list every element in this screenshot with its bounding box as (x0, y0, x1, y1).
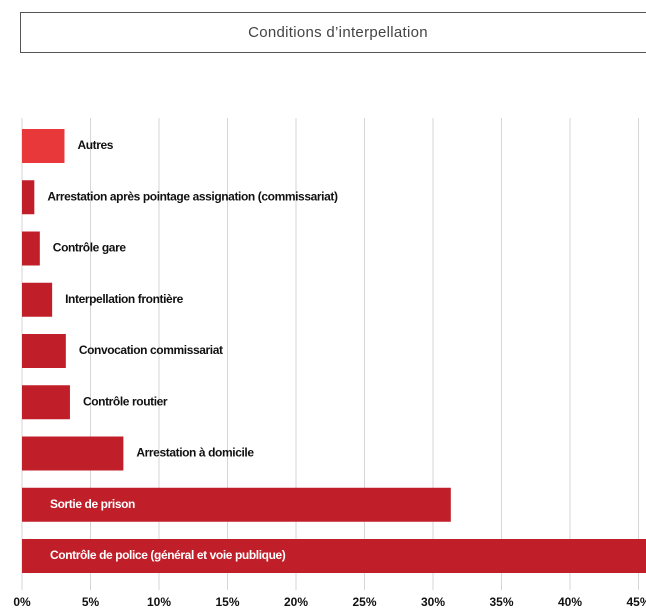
x-tick-label: 0% (13, 595, 31, 609)
bar-label: Contrôle de police (général et voie publ… (50, 548, 286, 562)
bar-label: Autres (77, 138, 113, 152)
x-axis: 0% 5% 10% 15% 20% 25% 30% 35% 40% 45% (13, 595, 646, 609)
x-tick-label: 35% (489, 595, 513, 609)
bar (22, 231, 40, 266)
chart-title: Conditions d’interpellation (248, 24, 428, 41)
bar (22, 385, 70, 420)
x-tick-label: 10% (147, 595, 171, 609)
x-tick-label: 45% (626, 595, 646, 609)
bar (22, 487, 451, 522)
title-box (20, 12, 646, 53)
bar-label: Arrestation après pointage assignation (… (47, 189, 338, 203)
x-tick-label: 30% (421, 595, 445, 609)
bar-label: Arrestation à domicile (136, 446, 254, 460)
bar (22, 282, 53, 317)
bar (22, 436, 124, 471)
bar (22, 180, 35, 215)
bar (22, 539, 646, 573)
bar-label: Contrôle routier (83, 394, 168, 408)
x-tick-label: 5% (82, 595, 100, 609)
bars: Autres Arrestation après pointage assigna… (22, 129, 646, 573)
x-tick-label: 20% (284, 595, 308, 609)
bar (22, 334, 66, 368)
x-tick-label: 40% (558, 595, 582, 609)
x-tick-label: 15% (215, 595, 239, 609)
bar-label: Convocation commissariat (79, 343, 223, 357)
bar-label: Contrôle gare (53, 241, 127, 255)
bar-label: Interpellation frontière (65, 292, 183, 306)
x-tick-label: 25% (352, 595, 376, 609)
bar (22, 129, 65, 163)
bar-label: Sortie de prison (50, 497, 135, 511)
